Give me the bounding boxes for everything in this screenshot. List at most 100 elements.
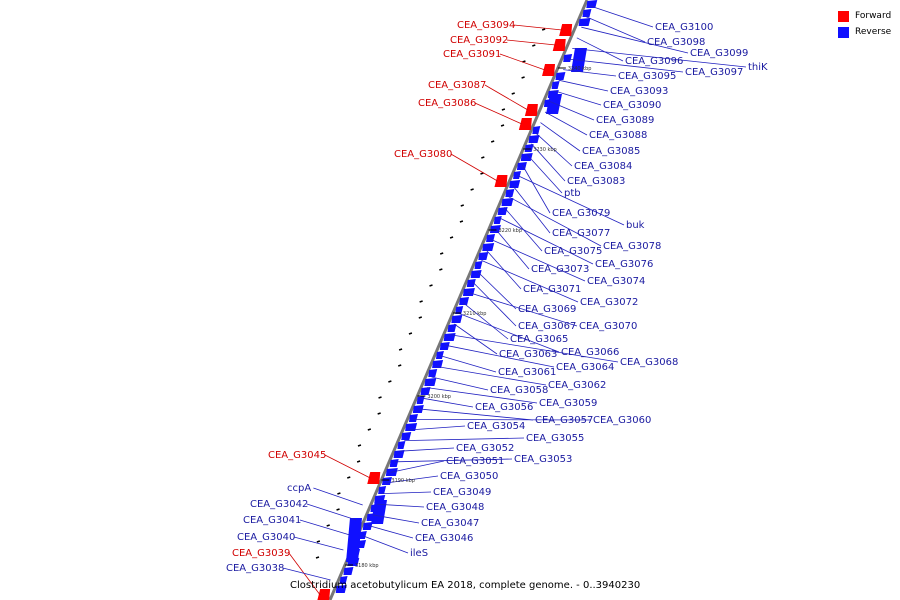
reverse-gene-label[interactable]: CEA_G3093 [610,86,668,97]
reverse-gene-label[interactable]: CEA_G3071 [523,284,581,295]
reverse-gene-block[interactable] [563,54,573,62]
forward-gene-label[interactable]: CEA_G3080 [394,149,452,160]
reverse-gene-label[interactable]: CEA_G3064 [556,362,614,373]
reverse-gene-label[interactable]: CEA_G3098 [647,37,705,48]
reverse-gene-block[interactable] [408,414,418,422]
reverse-gene-block[interactable] [520,153,533,161]
reverse-gene-label[interactable]: CEA_G3042 [250,499,308,510]
reverse-gene-block[interactable] [501,198,514,206]
reverse-gene-block[interactable] [435,351,444,359]
reverse-gene-block[interactable] [393,450,405,458]
reverse-gene-label[interactable]: CEA_G3046 [415,533,473,544]
reverse-gene-label[interactable]: ccpA [287,483,311,494]
reverse-gene-label[interactable]: CEA_G3070 [579,321,637,332]
reverse-gene-label[interactable]: CEA_G3077 [552,228,610,239]
reverse-gene-label[interactable]: CEA_G3088 [589,130,647,141]
reverse-gene-label[interactable]: CEA_G3041 [243,515,301,526]
reverse-gene-label[interactable]: CEA_G3096 [625,56,683,67]
reverse-gene-block[interactable] [482,243,495,251]
reverse-gene-block[interactable] [339,576,348,584]
reverse-gene-block[interactable] [524,144,534,152]
reverse-gene-block[interactable] [528,135,540,143]
reverse-gene-label[interactable]: CEA_G3090 [603,100,661,111]
reverse-gene-block[interactable] [462,288,475,296]
reverse-gene-block[interactable] [371,500,387,524]
reverse-gene-block[interactable] [358,531,367,539]
reverse-gene-block[interactable] [532,126,541,134]
reverse-gene-block[interactable] [346,518,362,562]
reverse-gene-block[interactable] [555,72,566,80]
reverse-gene-label[interactable]: CEA_G3065 [510,334,568,345]
forward-gene-block[interactable] [367,472,381,484]
reverse-gene-label[interactable]: buk [626,220,645,231]
reverse-gene-label[interactable]: CEA_G3061 [498,367,556,378]
forward-gene-block[interactable] [524,104,538,116]
reverse-gene-block[interactable] [586,0,598,8]
reverse-gene-label[interactable]: CEA_G3083 [567,176,625,187]
reverse-gene-block[interactable] [546,94,562,114]
reverse-gene-label[interactable]: CEA_G3100 [655,22,713,33]
reverse-gene-block[interactable] [397,441,406,449]
reverse-gene-block[interactable] [551,81,560,89]
forward-gene-label[interactable]: CEA_G3045 [268,450,326,461]
forward-gene-block[interactable] [494,175,508,187]
reverse-gene-block[interactable] [466,279,476,287]
reverse-gene-label[interactable]: CEA_G3058 [490,385,548,396]
reverse-gene-label[interactable]: CEA_G3056 [475,402,533,413]
forward-gene-label[interactable]: CEA_G3039 [232,548,290,559]
reverse-gene-block[interactable] [455,306,464,314]
forward-gene-block[interactable] [317,589,331,600]
reverse-gene-label[interactable]: CEA_G3099 [690,48,748,59]
reverse-gene-label[interactable]: CEA_G3089 [596,115,654,126]
reverse-gene-label[interactable]: thiK [748,62,768,73]
forward-gene-block[interactable] [559,24,573,36]
reverse-gene-block[interactable] [516,162,527,170]
reverse-gene-block[interactable] [428,369,438,377]
reverse-gene-block[interactable] [509,180,521,188]
reverse-gene-block[interactable] [513,171,522,179]
reverse-gene-label[interactable]: CEA_G3079 [552,208,610,219]
reverse-gene-label[interactable]: CEA_G3052 [456,443,514,454]
reverse-gene-label[interactable]: CEA_G3073 [531,264,589,275]
reverse-gene-label[interactable]: CEA_G3068 [620,357,678,368]
reverse-gene-label[interactable]: CEA_G3040 [237,532,295,543]
reverse-gene-block[interactable] [447,324,457,332]
reverse-gene-label[interactable]: CEA_G3063 [499,349,557,360]
reverse-gene-block[interactable] [401,432,412,440]
reverse-gene-label[interactable]: CEA_G3085 [582,146,640,157]
reverse-gene-block[interactable] [378,486,387,494]
forward-gene-label[interactable]: CEA_G3087 [428,80,486,91]
reverse-gene-label[interactable]: CEA_G3060 [593,415,651,426]
reverse-gene-label[interactable]: CEA_G3055 [526,433,584,444]
forward-gene-block[interactable] [552,39,566,51]
forward-gene-block[interactable] [518,118,532,130]
reverse-gene-block[interactable] [362,522,373,530]
reverse-gene-block[interactable] [432,360,444,368]
reverse-gene-block[interactable] [335,585,347,593]
reverse-gene-label[interactable]: CEA_G3049 [433,487,491,498]
reverse-gene-label[interactable]: CEA_G3062 [548,380,606,391]
reverse-gene-block[interactable] [578,18,591,26]
reverse-gene-label[interactable]: CEA_G3074 [587,276,645,287]
reverse-gene-label[interactable]: CEA_G3067 [518,321,576,332]
reverse-gene-label[interactable]: CEA_G3053 [514,454,572,465]
reverse-gene-label[interactable]: CEA_G3059 [539,398,597,409]
reverse-gene-block[interactable] [389,459,399,467]
reverse-gene-label[interactable]: CEA_G3051 [446,456,504,467]
reverse-gene-label[interactable]: CEA_G3047 [421,518,479,529]
reverse-gene-label[interactable]: CEA_G3050 [440,471,498,482]
reverse-gene-block[interactable] [443,333,456,341]
reverse-gene-label[interactable]: CEA_G3057 [535,415,593,426]
reverse-gene-block[interactable] [470,270,482,278]
reverse-gene-label[interactable]: ptb [564,188,581,199]
reverse-gene-block[interactable] [478,252,489,260]
reverse-gene-label[interactable]: CEA_G3075 [544,246,602,257]
reverse-gene-block[interactable] [493,216,502,224]
reverse-gene-label[interactable]: CEA_G3054 [467,421,525,432]
reverse-gene-block[interactable] [405,423,418,431]
reverse-gene-label[interactable]: CEA_G3066 [561,347,619,358]
reverse-gene-block[interactable] [582,9,592,17]
reverse-gene-label[interactable]: CEA_G3095 [618,71,676,82]
reverse-gene-block[interactable] [420,387,431,395]
reverse-gene-block[interactable] [381,477,392,485]
